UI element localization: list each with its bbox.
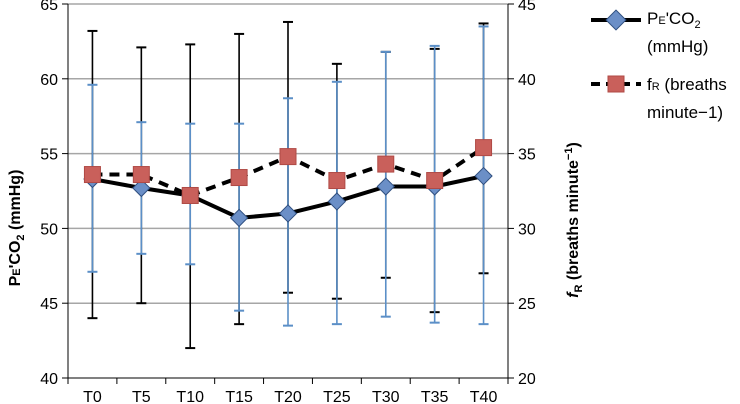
y-left-tick-label: 65 (40, 0, 58, 14)
y-right-tick-label: 25 (518, 296, 536, 313)
data-point-fr (132, 166, 150, 184)
legend-label-petco2-unit: (mmHg) (647, 37, 708, 56)
legend-marker-fr (607, 75, 625, 93)
y-left-tick-label: 40 (40, 371, 58, 388)
legend-label-petco2: PE'CO2 (647, 9, 701, 31)
y-right-tick-label: 45 (518, 0, 536, 14)
data-point-petco2 (474, 166, 493, 186)
data-point-petco2 (327, 192, 347, 211)
series-markers (83, 139, 493, 228)
legend-marker-petco2 (605, 9, 627, 31)
y-left-tick-label: 50 (40, 221, 58, 238)
data-point-fr (475, 139, 493, 157)
legend-label-fr-unit: minute−1) (647, 103, 723, 122)
x-tick-label: T40 (470, 389, 498, 404)
data-point-petco2 (278, 204, 298, 223)
data-point-fr (230, 169, 248, 187)
data-point-petco2 (132, 178, 151, 198)
x-tick-label: T0 (83, 389, 102, 404)
y-axis-right-title: fR (breaths minute−1) (563, 142, 585, 298)
y-left-tick-label: 45 (40, 296, 58, 313)
x-tick-label: T25 (323, 389, 351, 404)
y-left-tick-label: 60 (40, 72, 58, 89)
y-left-tick-label: 55 (40, 147, 58, 164)
data-point-fr (279, 148, 297, 166)
y-right-tick-label: 35 (518, 147, 536, 164)
data-point-fr (328, 172, 346, 190)
legend: PE'CO2 (mmHg) fR (breaths minute−1) (591, 9, 727, 122)
x-tick-label: T10 (176, 389, 204, 404)
y-right-tick-label: 30 (518, 221, 536, 238)
tick-labels: 40 45 50 55 60 65 20 25 30 35 40 45 T0 T5 T10 T15 T20 T25… (40, 0, 536, 404)
data-point-fr (181, 186, 199, 204)
legend-label-fr: fR (breaths (647, 75, 727, 94)
data-point-fr (426, 172, 444, 190)
x-tick-label: T20 (274, 389, 302, 404)
data-point-petco2 (376, 177, 395, 196)
x-tick-label: T5 (132, 389, 151, 404)
data-point-petco2 (229, 208, 249, 228)
y-axis-left-title: PE'CO2 (mmHg) (7, 170, 27, 287)
y-right-tick-label: 40 (518, 72, 536, 89)
x-tick-label: T30 (372, 389, 400, 404)
axes (62, 3, 514, 384)
y-right-tick-label: 20 (518, 371, 536, 388)
data-point-fr (83, 166, 101, 184)
x-tick-label: T15 (225, 389, 253, 404)
x-tick-label: T35 (421, 389, 449, 404)
data-point-fr (377, 155, 395, 173)
